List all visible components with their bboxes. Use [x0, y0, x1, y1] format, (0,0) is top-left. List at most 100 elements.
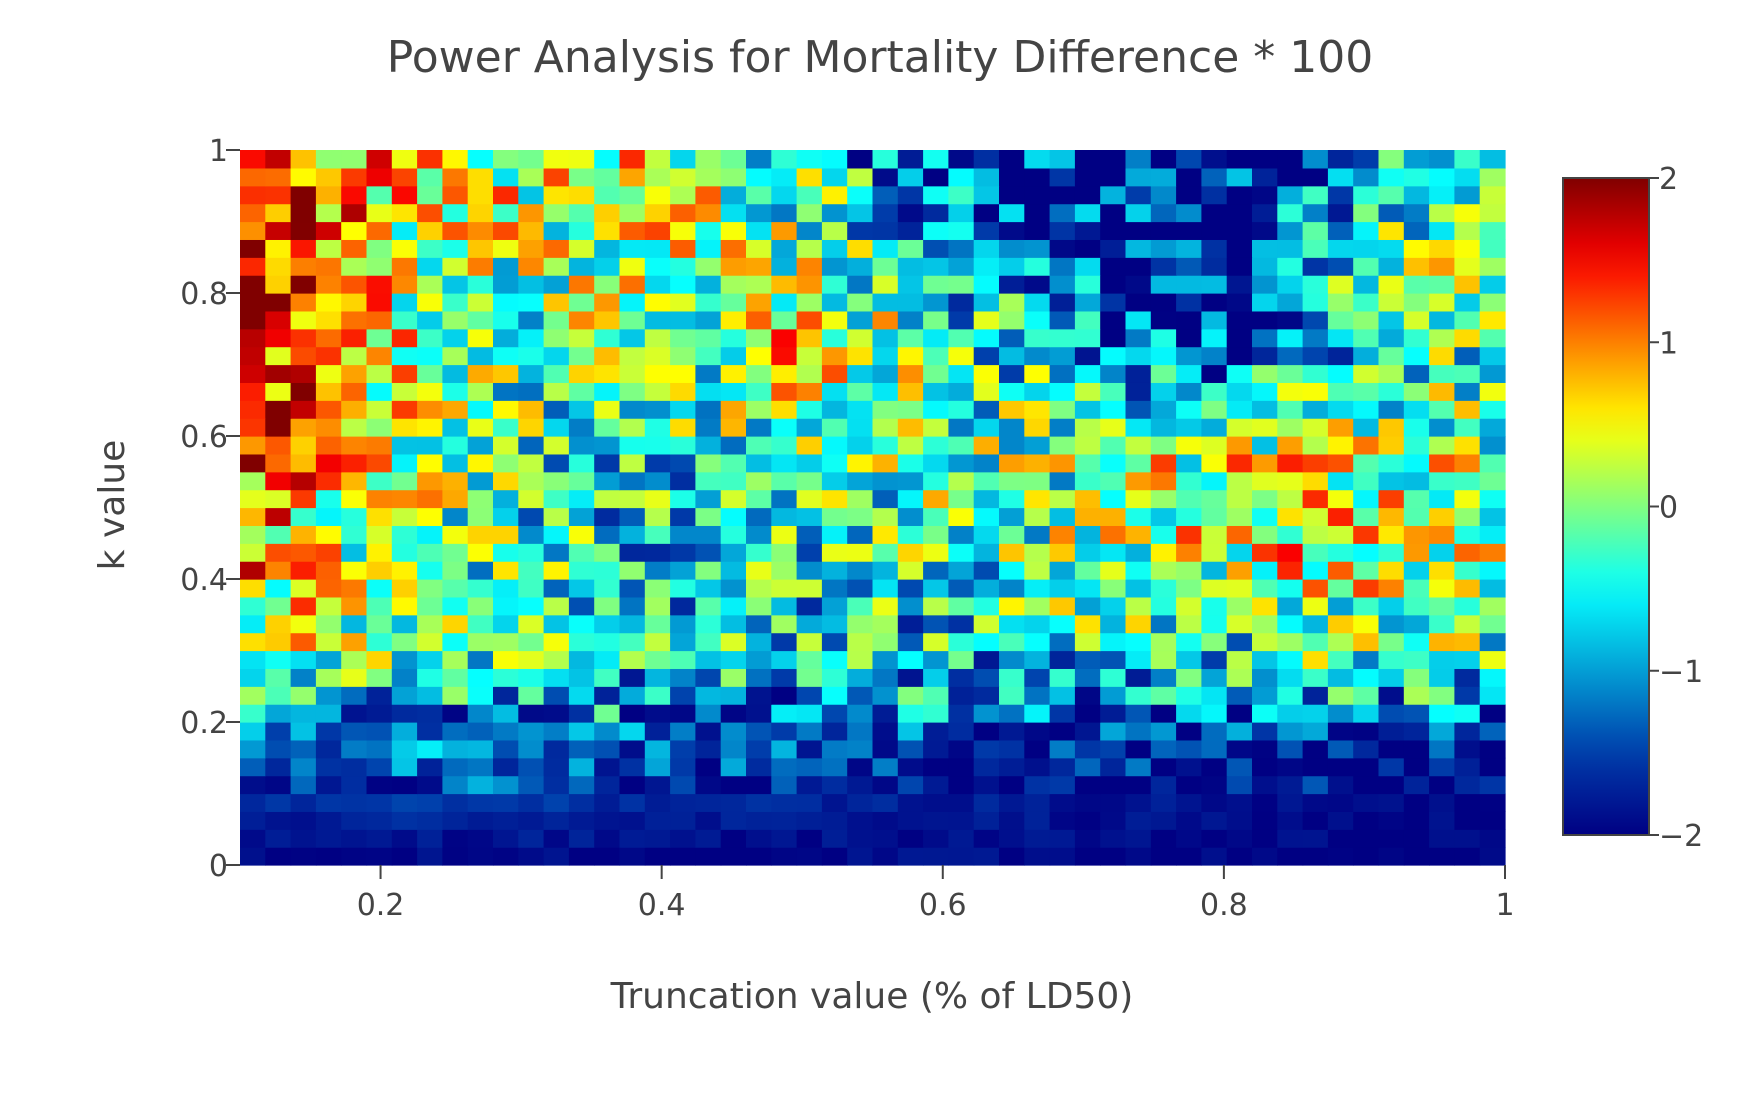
heatmap-cell — [973, 525, 1000, 544]
heatmap-cell — [290, 275, 317, 294]
heatmap-cell — [619, 453, 646, 473]
heatmap-cell — [923, 257, 949, 276]
heatmap-cell — [240, 293, 266, 312]
heatmap-cell — [265, 167, 292, 187]
heatmap-cell — [771, 811, 798, 830]
heatmap-cell — [493, 221, 519, 240]
heatmap-cell — [315, 167, 342, 187]
heatmap-cell — [670, 632, 696, 652]
heatmap-cell — [1125, 507, 1152, 526]
heatmap-cell — [872, 489, 899, 509]
heatmap-cell — [999, 239, 1025, 258]
heatmap-cell — [1277, 775, 1304, 795]
heatmap-cell — [290, 239, 317, 258]
heatmap-cell — [644, 811, 671, 830]
heatmap-cell — [366, 614, 393, 634]
heatmap-cell — [417, 150, 443, 169]
heatmap-cell — [1125, 453, 1152, 473]
heatmap-cell — [442, 829, 469, 848]
heatmap-cell — [1150, 561, 1177, 580]
heatmap-cell — [1150, 453, 1177, 473]
heatmap-cell — [518, 507, 545, 526]
heatmap-cell — [670, 328, 696, 348]
heatmap-cell — [897, 150, 924, 169]
heatmap-cell — [467, 471, 494, 491]
heatmap-cell — [644, 185, 671, 205]
heatmap-cell — [695, 596, 722, 616]
heatmap-cell — [644, 167, 671, 187]
heatmap-cell — [568, 650, 595, 669]
heatmap-cell — [1302, 203, 1329, 223]
heatmap-cell — [518, 400, 545, 419]
heatmap-cell — [948, 829, 975, 848]
heatmap-cell — [1074, 811, 1101, 830]
heatmap-cell — [543, 293, 570, 312]
heatmap-cells — [240, 150, 1506, 866]
heatmap-cell — [315, 650, 342, 669]
heatmap-cell — [366, 453, 393, 473]
heatmap-cell — [897, 739, 924, 759]
heatmap-cell — [341, 203, 368, 223]
heatmap-cell — [366, 579, 393, 598]
heatmap-cell — [670, 847, 696, 866]
heatmap-cell — [1150, 346, 1177, 366]
heatmap-cell — [366, 328, 393, 348]
heatmap-cell — [493, 489, 519, 509]
heatmap-cell — [1327, 668, 1354, 687]
heatmap-cell — [1074, 793, 1101, 812]
heatmap-cell — [1353, 167, 1380, 187]
heatmap-cell — [644, 739, 671, 759]
heatmap-cell — [847, 453, 874, 473]
heatmap-cell — [1353, 686, 1380, 705]
heatmap-cell — [999, 614, 1025, 634]
heatmap-cell — [897, 203, 924, 223]
heatmap-cell — [1353, 739, 1380, 759]
heatmap-cell — [1403, 579, 1430, 598]
heatmap-cell — [1479, 579, 1506, 598]
heatmap-cell — [644, 418, 671, 437]
heatmap-cell — [619, 400, 646, 419]
heatmap-cell — [999, 257, 1025, 276]
heatmap-cell — [467, 453, 494, 473]
heatmap-cell — [1125, 364, 1152, 383]
heatmap-cell — [1327, 489, 1354, 509]
heatmap-cell — [1429, 704, 1455, 723]
heatmap-cell — [1277, 185, 1304, 205]
heatmap-cell — [973, 346, 1000, 366]
heatmap-cell — [644, 436, 671, 455]
heatmap-cell — [543, 203, 570, 223]
heatmap-cell — [619, 275, 646, 294]
heatmap-cell — [720, 525, 747, 544]
heatmap-cell — [746, 453, 772, 473]
heatmap-cell — [417, 614, 443, 634]
heatmap-cell — [695, 167, 722, 187]
heatmap-cell — [594, 561, 621, 580]
heatmap-cell — [1150, 382, 1177, 401]
heatmap-cell — [594, 471, 621, 491]
heatmap-cell — [948, 704, 975, 723]
heatmap-cell — [796, 829, 823, 848]
heatmap-cell — [1226, 757, 1253, 777]
heatmap-cell — [1302, 686, 1329, 705]
heatmap-cell — [1049, 650, 1076, 669]
heatmap-cell — [1125, 400, 1152, 419]
heatmap-cell — [821, 257, 848, 276]
heatmap-cell — [897, 525, 924, 544]
heatmap-cell — [366, 847, 393, 866]
heatmap-cell — [1252, 328, 1278, 348]
heatmap-cell — [417, 167, 443, 187]
heatmap-cell — [771, 418, 798, 437]
heatmap-cell — [1201, 453, 1228, 473]
heatmap-cell — [1327, 310, 1354, 330]
heatmap-cell — [948, 757, 975, 777]
heatmap-cell — [290, 847, 317, 866]
heatmap-cell — [1226, 704, 1253, 723]
heatmap-cell — [1252, 829, 1278, 848]
heatmap-cell — [1327, 757, 1354, 777]
heatmap-cell — [1201, 614, 1228, 634]
heatmap-cell — [568, 382, 595, 401]
heatmap-cell — [670, 614, 696, 634]
heatmap-cell — [644, 829, 671, 848]
heatmap-cell — [1125, 293, 1152, 312]
